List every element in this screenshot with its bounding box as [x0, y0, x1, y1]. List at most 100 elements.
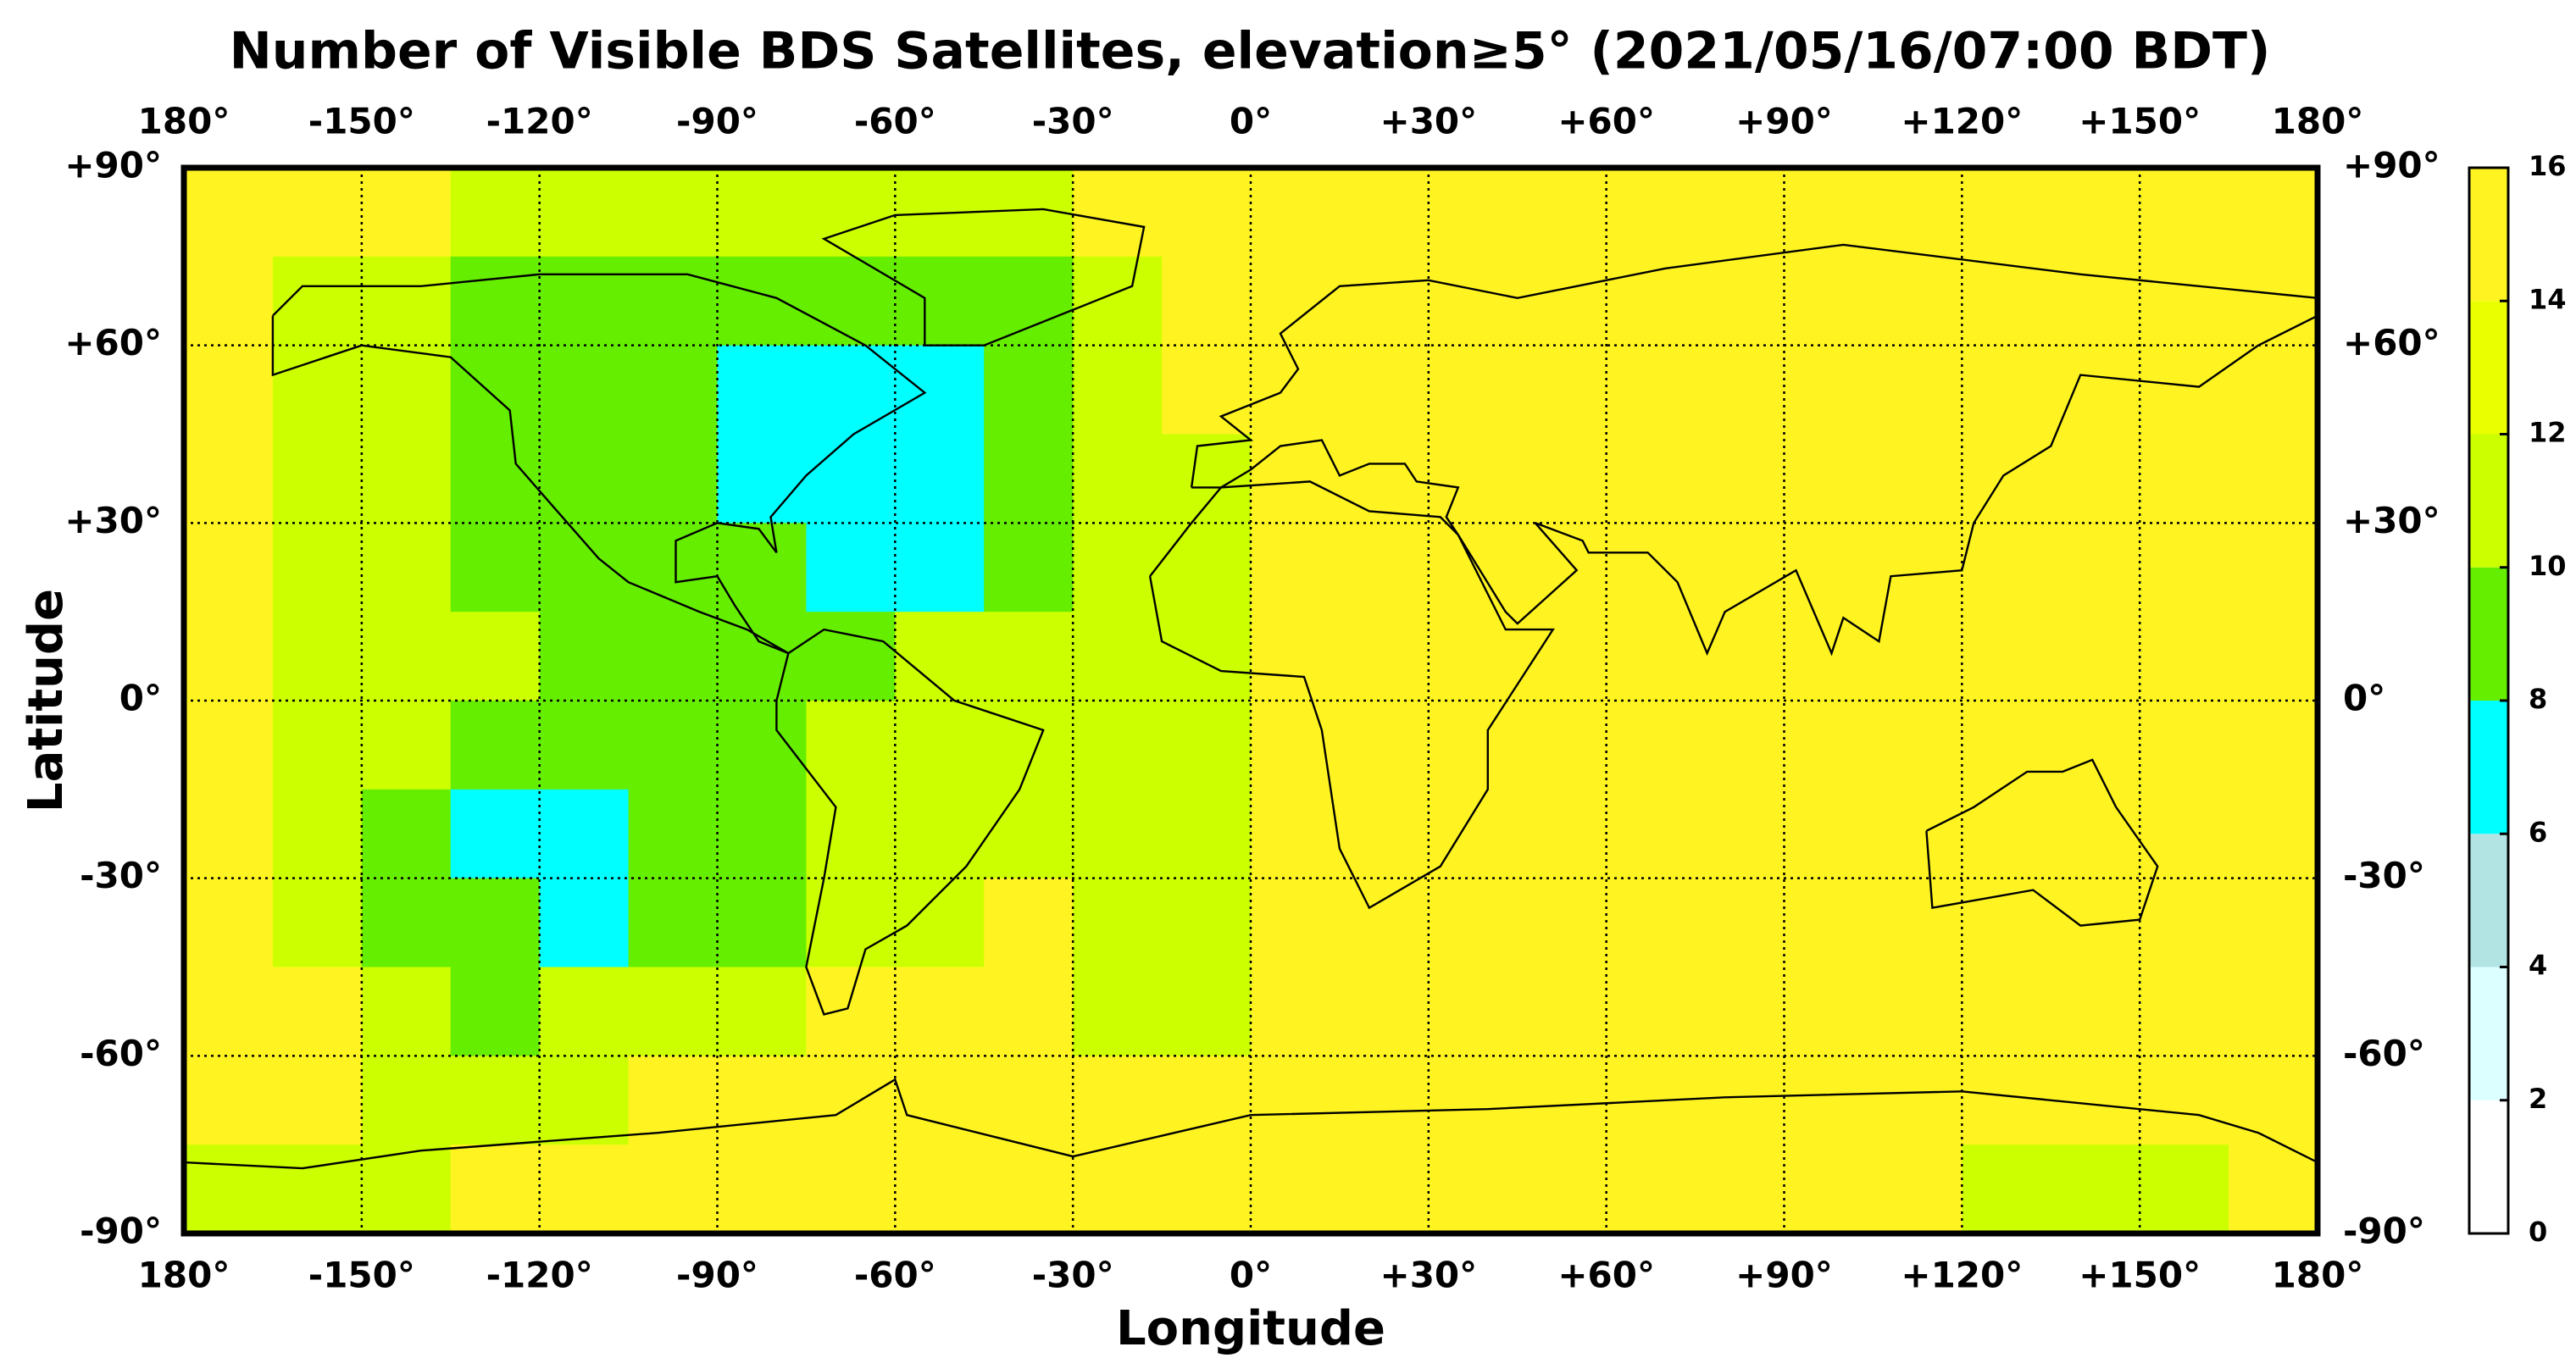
x-tick-label: +60°: [1557, 1255, 1655, 1296]
x-tick-label: -150°: [308, 1255, 415, 1296]
cell: [2229, 345, 2318, 435]
colorbar-segment: [2469, 567, 2508, 701]
cell: [1162, 701, 1252, 790]
cell: [806, 967, 896, 1056]
cell: [450, 878, 541, 968]
cell: [1428, 256, 1518, 346]
cell: [2140, 789, 2229, 879]
cell: [1162, 1145, 1252, 1234]
cell: [1606, 434, 1696, 524]
cell: [984, 1145, 1074, 1234]
cell: [1162, 345, 1252, 435]
cell: [1517, 345, 1607, 435]
cell: [361, 789, 452, 879]
cell: [1428, 434, 1518, 524]
cell: [361, 1145, 452, 1234]
cell: [1784, 1056, 1874, 1145]
cell: [1695, 1056, 1785, 1145]
cell: [628, 434, 719, 524]
cell: [1962, 1145, 2051, 1234]
y-tick-label: +60°: [64, 322, 162, 363]
x-tick-label: 0°: [1230, 101, 1272, 142]
cell: [1962, 256, 2051, 346]
y-tick-label: +60°: [2343, 322, 2440, 363]
y-tick-label: -90°: [2343, 1211, 2425, 1252]
y-tick-label: +30°: [2343, 500, 2440, 541]
cell: [1606, 168, 1696, 258]
cell: [1784, 701, 1874, 790]
cell: [1873, 612, 1963, 701]
cell: [1517, 1056, 1607, 1145]
cell: [806, 168, 896, 258]
cell: [1251, 1056, 1341, 1145]
x-tick-label: 180°: [138, 1255, 230, 1296]
cell: [184, 878, 274, 968]
cell: [2051, 256, 2140, 346]
cell: [1962, 434, 2051, 524]
x-tick-label: -150°: [308, 101, 415, 142]
colorbar-segment: [2469, 168, 2508, 302]
cell: [361, 967, 452, 1056]
cell: [984, 256, 1074, 346]
cell: [1517, 701, 1607, 790]
cell: [717, 701, 808, 790]
cell: [1962, 789, 2051, 879]
cell: [628, 789, 719, 879]
cell: [184, 967, 274, 1056]
coastline: [821, 208, 1146, 346]
cell: [717, 345, 808, 435]
cell: [361, 878, 452, 968]
x-tick-label: +60°: [1557, 101, 1655, 142]
coastlines: [183, 208, 2319, 1170]
x-tick-label: +90°: [1735, 1255, 1833, 1296]
cell: [184, 1056, 274, 1145]
cell: [1695, 1145, 1785, 1234]
y-tick-label: -30°: [2343, 855, 2425, 896]
cell: [895, 612, 985, 701]
cell: [1517, 789, 1607, 879]
cell: [2140, 612, 2229, 701]
cell: [1784, 256, 1874, 346]
cell: [361, 523, 452, 612]
cell: [1695, 256, 1785, 346]
x-tick-label: -60°: [854, 1255, 936, 1296]
cell: [2051, 168, 2140, 258]
cell: [1428, 878, 1518, 968]
cell: [1073, 434, 1163, 524]
y-tick-label: -90°: [80, 1211, 162, 1252]
cell: [895, 701, 985, 790]
cell: [717, 168, 808, 258]
cell: [2140, 1056, 2229, 1145]
cell: [1339, 345, 1430, 435]
cell: [2229, 789, 2318, 879]
cell: [1962, 878, 2051, 968]
cell: [984, 523, 1074, 612]
cell: [1517, 523, 1607, 612]
cell: [1606, 612, 1696, 701]
cell: [895, 1145, 985, 1234]
cell: [1606, 789, 1696, 879]
cell: [361, 1056, 452, 1145]
x-tick-label: 180°: [138, 101, 230, 142]
cell: [184, 434, 274, 524]
cell: [1162, 434, 1252, 524]
cell: [1428, 345, 1518, 435]
x-tick-label: +90°: [1735, 101, 1833, 142]
cell: [539, 434, 630, 524]
cell: [184, 701, 274, 790]
cell: [1073, 967, 1163, 1056]
cell: [1339, 1056, 1430, 1145]
cell: [184, 345, 274, 435]
cell: [1784, 168, 1874, 258]
x-tick-label: -60°: [854, 101, 936, 142]
cell: [628, 345, 719, 435]
coastline: [1190, 243, 2319, 657]
cell: [1428, 612, 1518, 701]
cell: [1251, 256, 1341, 346]
cell: [1962, 168, 2051, 258]
cell: [1962, 345, 2051, 435]
x-tick-label: -120°: [486, 101, 593, 142]
cell: [984, 878, 1074, 968]
cell: [361, 168, 452, 258]
cell: [1339, 789, 1430, 879]
